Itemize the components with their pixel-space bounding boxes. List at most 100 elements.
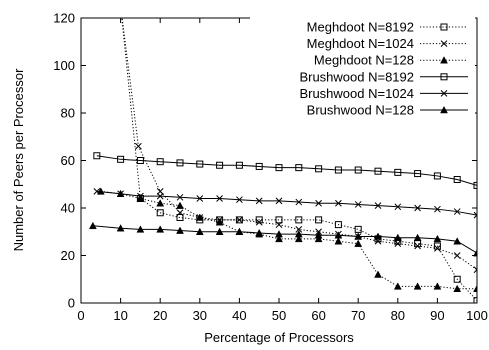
data-point xyxy=(176,226,184,234)
data-point xyxy=(453,237,462,245)
data-point xyxy=(275,197,283,205)
data-point xyxy=(315,216,323,224)
data-point xyxy=(374,167,382,175)
data-point xyxy=(275,164,283,172)
x-tick-label: 10 xyxy=(113,308,127,323)
data-point xyxy=(236,216,243,224)
data-point xyxy=(216,161,224,169)
legend-label: Brushwood N=8192 xyxy=(299,69,414,84)
data-point xyxy=(255,218,263,226)
data-point xyxy=(275,234,283,243)
y-tick-label: 100 xyxy=(53,58,75,73)
data-point xyxy=(255,228,264,237)
data-point xyxy=(117,190,124,198)
data-point xyxy=(453,252,461,259)
data-point xyxy=(433,282,442,290)
legend-marker xyxy=(440,105,448,114)
data-point xyxy=(176,209,184,217)
data-point xyxy=(295,226,303,233)
data-point xyxy=(235,227,244,235)
data-point xyxy=(275,216,283,224)
x-tick-label: 50 xyxy=(272,308,286,323)
data-point xyxy=(176,193,184,201)
y-axis-title: Number of Peers per Processor xyxy=(11,68,26,251)
data-point xyxy=(334,166,342,174)
legend-entry: Meghdoot N=1024 xyxy=(307,36,468,51)
legend-marker xyxy=(440,40,448,47)
data-point xyxy=(156,158,164,166)
x-tick-label: 20 xyxy=(153,308,167,323)
data-point xyxy=(433,234,442,243)
series-5 xyxy=(93,188,477,219)
data-point xyxy=(235,216,243,224)
data-point xyxy=(334,237,343,245)
data-point xyxy=(236,196,243,204)
data-point xyxy=(453,208,461,215)
y-tick-label: 0 xyxy=(68,296,75,311)
data-point xyxy=(413,233,422,241)
legend-background xyxy=(250,6,475,114)
data-point xyxy=(374,202,382,209)
data-point xyxy=(295,164,303,172)
x-tick-label: 0 xyxy=(77,308,84,323)
data-point xyxy=(413,282,422,290)
legend-label: Meghdoot N=8192 xyxy=(307,20,414,35)
legend-label: Brushwood N=1024 xyxy=(299,86,414,101)
legend-entry: Meghdoot N=128 xyxy=(314,53,468,68)
x-tick-label: 100 xyxy=(466,308,488,323)
series-3 xyxy=(96,187,477,292)
data-point xyxy=(394,168,402,176)
data-point xyxy=(314,231,323,239)
data-point xyxy=(473,284,477,292)
data-point xyxy=(235,161,243,169)
data-point xyxy=(335,199,342,207)
data-point xyxy=(434,245,441,252)
data-point xyxy=(374,232,382,240)
data-point xyxy=(93,152,101,160)
data-point xyxy=(473,249,477,257)
series-line xyxy=(100,190,477,290)
data-point xyxy=(196,160,204,168)
data-point xyxy=(156,209,164,217)
legend-entry: Meghdoot N=8192 xyxy=(307,20,468,35)
data-point xyxy=(294,234,303,243)
x-tick-label: 80 xyxy=(391,308,405,323)
y-tick-label: 120 xyxy=(53,11,75,26)
data-point xyxy=(176,214,184,221)
data-point xyxy=(354,239,363,247)
data-point xyxy=(136,225,145,233)
data-point xyxy=(354,225,362,233)
data-point xyxy=(394,240,402,247)
data-point xyxy=(176,159,184,167)
x-tick-label: 90 xyxy=(430,308,444,323)
data-point xyxy=(473,266,477,274)
data-point xyxy=(374,270,382,278)
data-point xyxy=(314,234,323,243)
data-point xyxy=(137,192,144,200)
series-layer xyxy=(88,3,477,303)
x-axis-title: Percentage of Processors xyxy=(204,330,354,345)
data-point xyxy=(156,192,164,200)
data-point xyxy=(195,213,204,221)
data-point xyxy=(156,188,164,195)
data-point xyxy=(118,3,124,9)
series-6 xyxy=(88,221,477,257)
data-point xyxy=(176,201,184,209)
legend-marker xyxy=(440,56,448,64)
data-point xyxy=(354,232,363,240)
data-point xyxy=(196,195,204,202)
data-point xyxy=(118,3,124,9)
data-point xyxy=(414,170,422,178)
data-point xyxy=(473,297,477,303)
data-point xyxy=(473,181,477,189)
data-point xyxy=(156,225,165,233)
data-point xyxy=(433,172,441,180)
data-point xyxy=(117,155,125,163)
data-point xyxy=(88,221,97,230)
data-point xyxy=(393,233,402,241)
data-point xyxy=(275,221,283,228)
legend-label: Meghdoot N=1024 xyxy=(307,36,414,51)
data-point xyxy=(354,166,362,174)
